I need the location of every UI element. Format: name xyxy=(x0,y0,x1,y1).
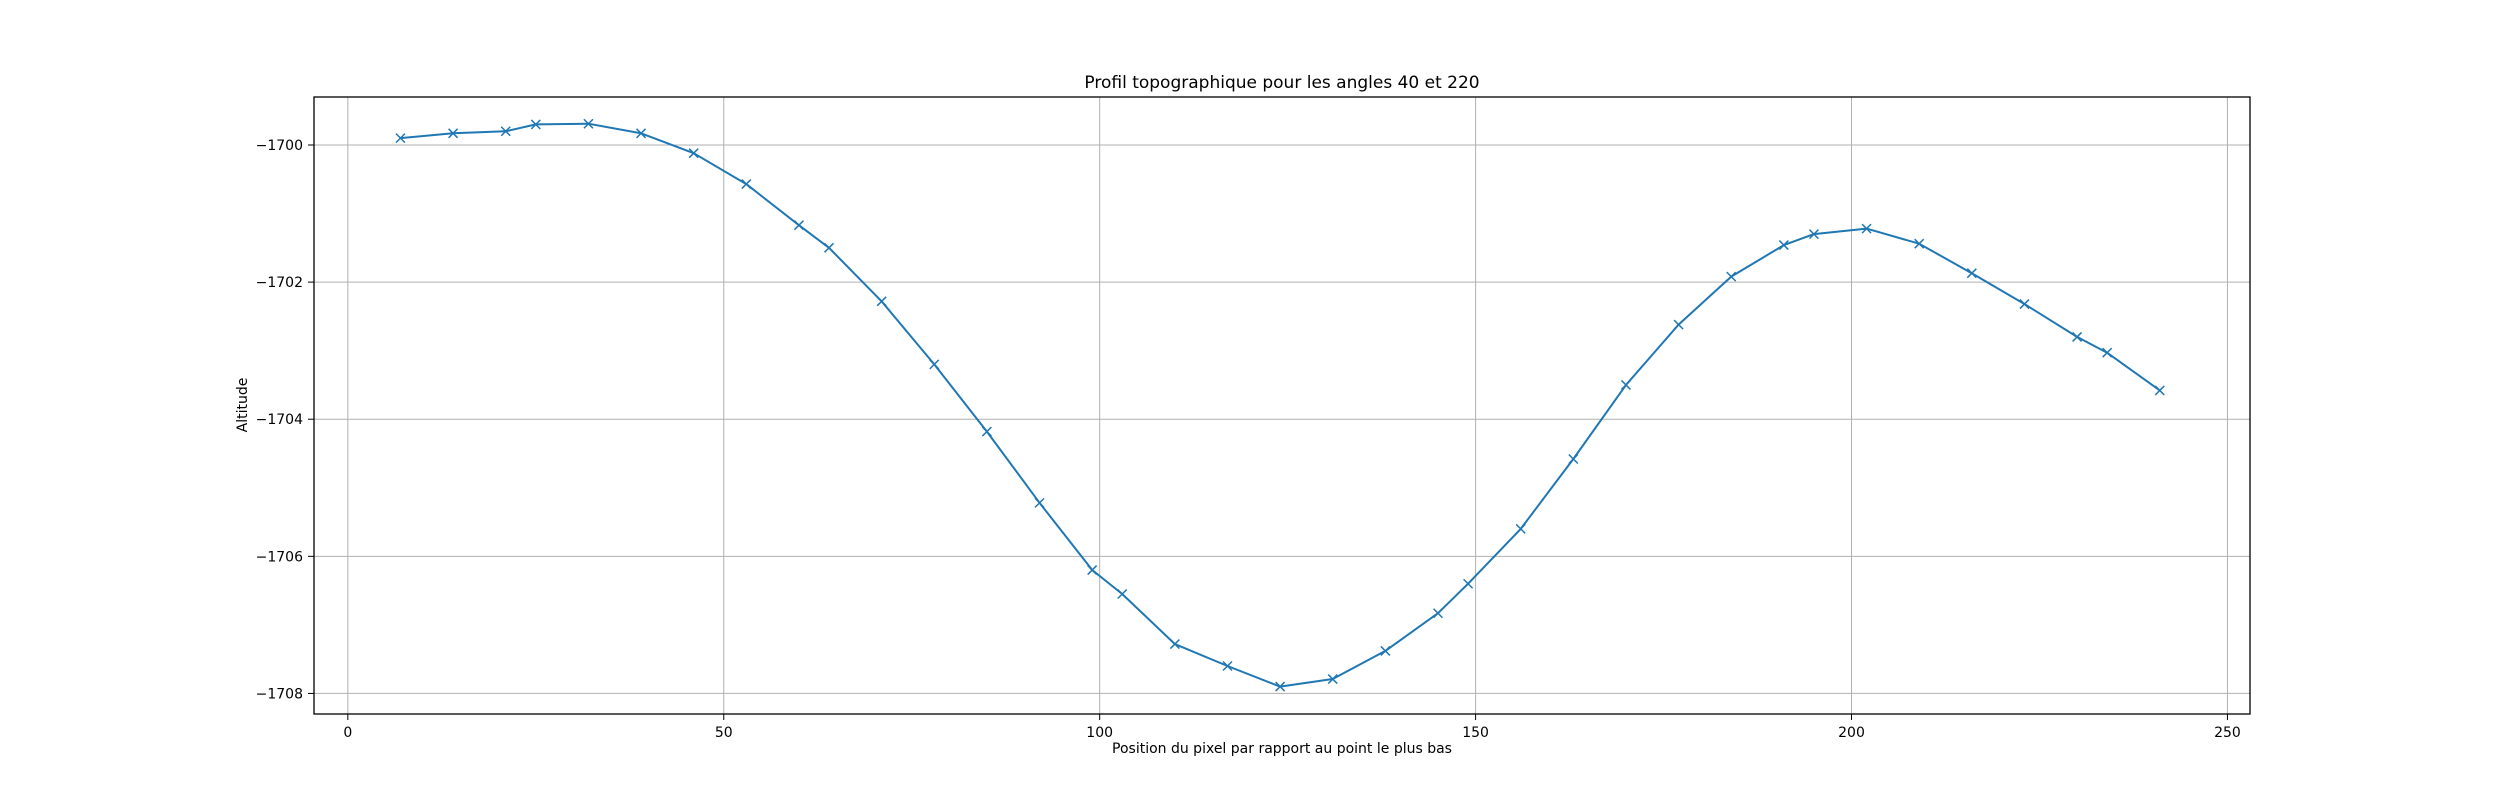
data-point-marker xyxy=(2072,331,2083,342)
data-point-marker xyxy=(1861,223,1872,234)
x-axis-label: Position du pixel par rapport au point l… xyxy=(1112,741,1452,757)
data-point-marker xyxy=(1673,319,1684,330)
y-tick-label: −1702 xyxy=(256,275,303,291)
y-axis-label: Altitude xyxy=(235,378,251,433)
x-tick-label: 200 xyxy=(1838,725,1865,741)
x-axis-ticks: 0 50 100 150 200 250 xyxy=(343,714,2241,741)
chart-title: Profil topographique pour les angles 40 … xyxy=(1084,73,1479,93)
x-tick-label: 50 xyxy=(715,725,733,741)
plot-frame xyxy=(313,96,2251,715)
x-tick-label: 150 xyxy=(1462,725,1489,741)
data-point-marker xyxy=(1117,588,1128,600)
data-point-marker xyxy=(2102,347,2113,358)
data-point-marker xyxy=(1087,565,1098,576)
data-point-marker xyxy=(1275,681,1286,692)
data-point-marker xyxy=(1568,453,1579,465)
data-point-marker xyxy=(1515,523,1526,534)
data-point-marker xyxy=(981,426,992,437)
x-tick-label: 250 xyxy=(2214,725,2241,741)
data-point-marker xyxy=(1808,229,1819,240)
y-tick-label: −1708 xyxy=(256,686,303,702)
data-point-marker xyxy=(1914,238,1925,249)
data-series xyxy=(395,118,2165,692)
data-point-marker xyxy=(929,359,940,370)
data-point-marker xyxy=(448,128,459,139)
data-point-marker xyxy=(1380,645,1391,656)
data-point-marker xyxy=(876,296,887,307)
data-point-marker xyxy=(583,118,594,129)
data-point-marker xyxy=(741,179,752,190)
data-point-marker xyxy=(500,126,511,137)
y-axis-ticks: −1708 −1706 −1704 −1702 −1700 xyxy=(256,138,314,702)
y-tick-label: −1700 xyxy=(256,138,303,154)
data-point-marker xyxy=(1726,271,1737,282)
data-point-marker xyxy=(1034,497,1045,508)
data-point-marker xyxy=(1327,674,1338,685)
data-point-marker xyxy=(1222,660,1233,672)
data-point-marker xyxy=(395,133,406,144)
data-point-marker xyxy=(793,220,804,231)
data-point-marker xyxy=(1432,608,1444,619)
data-point-marker xyxy=(823,242,835,253)
data-point-marker xyxy=(1966,268,1977,279)
data-point-marker xyxy=(1169,639,1180,650)
grid-lines xyxy=(314,97,2250,714)
y-tick-label: −1704 xyxy=(256,412,303,428)
data-point-marker xyxy=(2154,385,2165,396)
data-point-marker xyxy=(636,128,647,139)
x-tick-label: 100 xyxy=(1086,725,1113,741)
data-point-marker xyxy=(1778,240,1789,251)
y-tick-label: −1706 xyxy=(256,549,303,565)
data-point-marker xyxy=(2019,299,2030,310)
data-point-marker xyxy=(1620,379,1632,390)
x-tick-label: 0 xyxy=(343,725,352,741)
data-point-marker xyxy=(1463,578,1474,589)
data-point-marker xyxy=(688,148,699,159)
data-point-marker xyxy=(530,119,541,130)
